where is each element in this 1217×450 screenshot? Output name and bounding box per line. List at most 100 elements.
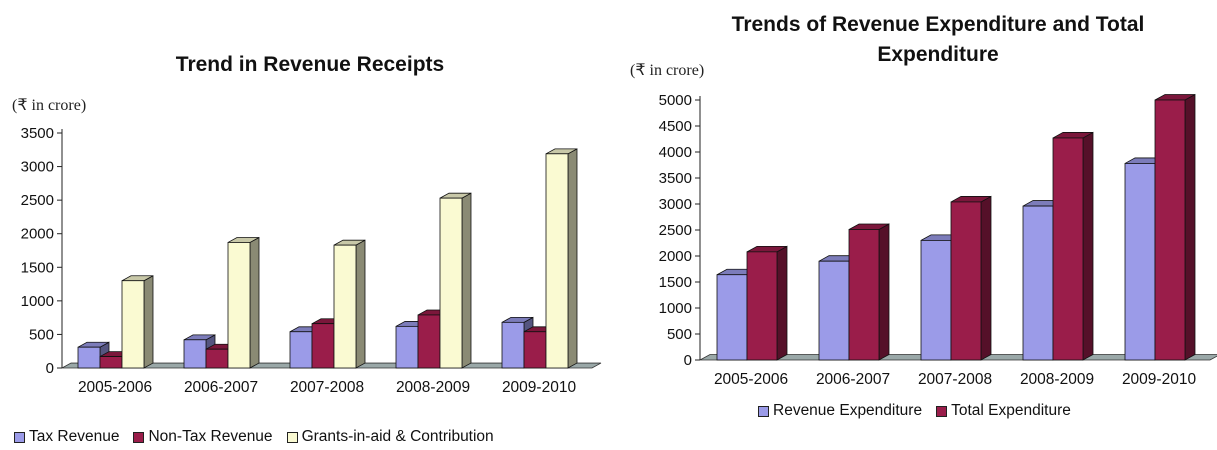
bar-grants-in-aid-contribution-2005-2006 — [121, 275, 154, 369]
x-tick-label: 2007-2008 — [918, 371, 992, 388]
y-tick-label: 4500 — [659, 118, 692, 135]
legend-item: Non-Tax Revenue — [133, 428, 273, 446]
bar-front — [716, 274, 748, 361]
legend-label: Tax Revenue — [29, 428, 120, 445]
legend-label: Non-Tax Revenue — [148, 428, 273, 445]
y-tick-label: 3000 — [21, 159, 54, 176]
revenue-receipts-chart: Trend in Revenue Receipts (₹ in crore) 0… — [0, 0, 608, 450]
bar-total-expenditure-2007-2008 — [950, 195, 992, 361]
chart-title: Trend in Revenue Receipts — [175, 53, 445, 76]
bar-front — [121, 280, 145, 369]
x-tick-label: 2008-2009 — [396, 379, 470, 396]
legend-item: Revenue Expenditure — [758, 402, 922, 420]
legend-label: Total Expenditure — [951, 402, 1071, 419]
bar-side — [249, 236, 260, 369]
bar-front — [501, 321, 525, 369]
y-tick-label: 2500 — [659, 222, 692, 239]
y-tick-label: 1500 — [659, 274, 692, 291]
bar-front — [227, 242, 251, 369]
expenditure-plot: 0 500 1000 1500 2000 2500 3000 3500 4000 4500 5000… — [659, 92, 1217, 388]
legend-label: Grants-in-aid & Contribution — [301, 428, 494, 445]
x-tick-label: 2007-2008 — [290, 379, 364, 396]
legend-swatch — [758, 405, 769, 417]
bar-front — [99, 356, 123, 369]
bar-front — [417, 314, 441, 369]
chart-legend: Revenue Expenditure Total Expenditure — [758, 402, 1071, 420]
bar-tax-revenue-2006-2007 — [183, 334, 216, 369]
bar-front — [77, 346, 101, 369]
legend-item: Tax Revenue — [14, 428, 119, 446]
bar-front — [439, 197, 463, 369]
legend-item: Total Expenditure — [936, 402, 1071, 420]
y-tick-label: 4000 — [659, 144, 692, 161]
bar-front — [333, 244, 357, 369]
bar-side — [980, 195, 992, 361]
bar-side — [567, 148, 578, 369]
bar-grants-in-aid-contribution-2008-2009 — [439, 192, 472, 369]
y-tick-label: 3500 — [21, 125, 54, 142]
legend-swatch — [133, 431, 145, 443]
x-tick-label: 2008-2009 — [1020, 371, 1094, 388]
expenditure-chart: Trends of Revenue Expenditure and Total … — [608, 0, 1217, 450]
x-tick-label: 2005-2006 — [714, 371, 788, 388]
bar-side — [461, 192, 472, 369]
bar-total-expenditure-2008-2009 — [1052, 131, 1094, 361]
legend-label: Revenue Expenditure — [773, 402, 923, 419]
chart-title: Trends of Revenue Expenditure and Total … — [731, 13, 1145, 66]
y-tick-label: 1500 — [21, 259, 54, 276]
y-tick-label: 2000 — [21, 226, 54, 243]
unit-label: (₹ in crore) — [12, 97, 87, 114]
bar-front — [395, 325, 419, 369]
y-tick-label: 3500 — [659, 170, 692, 187]
x-tick-label: 2006-2007 — [184, 379, 258, 396]
bar-grants-in-aid-contribution-2006-2007 — [227, 236, 260, 369]
y-tick-label: 1000 — [659, 300, 692, 317]
bar-front — [818, 260, 850, 361]
bar-front — [311, 323, 335, 369]
x-tick-label: 2009-2010 — [1122, 371, 1197, 388]
bar-side — [143, 275, 154, 369]
bar-side — [1082, 131, 1094, 361]
y-tick-label: 0 — [684, 352, 692, 369]
bar-front — [183, 339, 207, 369]
bar-front — [950, 201, 982, 361]
bar-side — [878, 223, 890, 361]
bar-front — [1154, 99, 1186, 361]
bar-front — [1052, 137, 1084, 361]
bar-front — [848, 229, 880, 361]
unit-label: (₹ in crore) — [630, 62, 705, 79]
y-tick-label: 0 — [46, 360, 54, 377]
y-tick-label: 2500 — [21, 192, 54, 209]
y-tick-label: 500 — [29, 326, 54, 343]
legend-swatch — [286, 431, 298, 443]
bar-side — [1184, 93, 1196, 361]
bar-front — [205, 348, 229, 369]
bar-grants-in-aid-contribution-2007-2008 — [333, 239, 366, 369]
bar-front — [1022, 205, 1054, 361]
bar-front — [920, 239, 952, 361]
y-tick-label: 1000 — [21, 293, 54, 310]
x-tick-label: 2009-2010 — [502, 379, 577, 396]
y-tick-label: 3000 — [659, 196, 692, 213]
bar-front — [1124, 163, 1156, 361]
bar-total-expenditure-2009-2010 — [1154, 93, 1196, 361]
bar-total-expenditure-2006-2007 — [848, 223, 890, 361]
bar-side — [776, 245, 788, 361]
bar-front — [289, 331, 313, 369]
bar-total-expenditure-2005-2006 — [746, 245, 788, 361]
x-tick-label: 2006-2007 — [816, 371, 890, 388]
revenue-receipts-plot: 0 500 1000 1500 2000 2500 3000 3500 2005-2006 200… — [21, 125, 602, 396]
x-tick-label: 2005-2006 — [78, 379, 152, 396]
legend-swatch — [14, 431, 25, 443]
bar-grants-in-aid-contribution-2009-2010 — [545, 148, 578, 369]
y-tick-label: 5000 — [659, 92, 692, 109]
y-tick-label: 2000 — [659, 248, 692, 265]
legend-swatch — [936, 405, 948, 417]
y-tick-label: 500 — [667, 326, 692, 343]
bar-front — [746, 251, 778, 361]
bar-front — [523, 331, 547, 369]
bar-side — [355, 239, 366, 369]
chart-legend: Tax Revenue Non-Tax Revenue Grants-in-aid … — [14, 428, 494, 446]
bar-front — [545, 153, 569, 369]
legend-item: Grants-in-aid & Contribution — [286, 428, 494, 446]
